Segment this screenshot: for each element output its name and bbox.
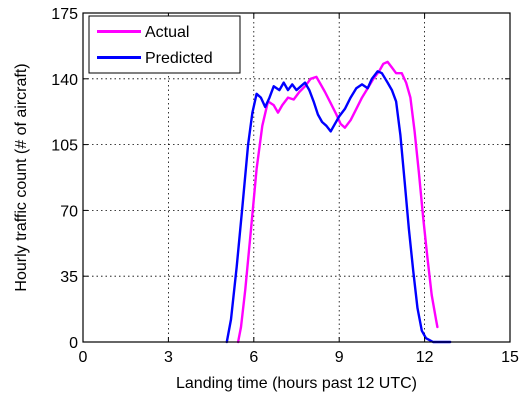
x-tick-labels: 0 3 6 9 12 15 (79, 349, 519, 366)
x-tick-label: 3 (164, 349, 173, 366)
series-line-actual (236, 60, 439, 344)
y-axis-label: Hourly traffic count (# of aircraft) (13, 63, 30, 291)
x-tick-label: 12 (416, 349, 434, 366)
y-tick-label: 105 (51, 138, 78, 155)
series-layer (225, 60, 452, 344)
plot-frame (82, 12, 511, 343)
y-tick-label: 175 (51, 6, 78, 23)
x-tick-label: 0 (79, 349, 88, 366)
legend-box (88, 15, 241, 74)
y-tick-label: 0 (69, 335, 78, 352)
y-tick-label: 140 (51, 72, 78, 89)
x-axis-label: Landing time (hours past 12 UTC) (176, 375, 417, 392)
x-tick-label: 15 (501, 349, 519, 366)
y-tick-label: 70 (60, 203, 78, 220)
y-tick-labels: 0 35 70 105 140 175 (51, 6, 78, 352)
x-tick-label: 9 (335, 349, 344, 366)
legend: Actual Predicted (88, 15, 241, 74)
y-tick-label: 35 (60, 269, 78, 286)
series-line-predicted (225, 70, 452, 344)
ticks (82, 12, 511, 343)
x-tick-label: 6 (249, 349, 258, 366)
legend-label-actual: Actual (145, 24, 189, 41)
legend-label-predicted: Predicted (145, 50, 213, 67)
